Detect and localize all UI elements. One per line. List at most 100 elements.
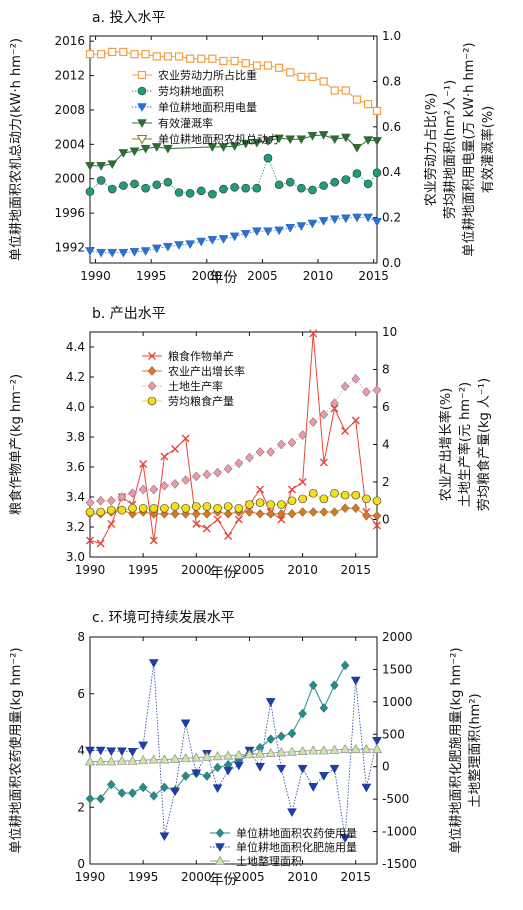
data-point (330, 86, 339, 95)
data-point (191, 769, 202, 779)
x-tick-label: 1990 (75, 563, 106, 577)
data-point (138, 782, 148, 793)
data-point (275, 63, 284, 72)
y-tick-label-right: 0.0 (382, 256, 401, 270)
y-tick-label-right: 0.6 (382, 120, 401, 134)
data-point (240, 139, 251, 149)
data-point (148, 659, 159, 668)
data-point (296, 222, 307, 232)
data-point (191, 508, 201, 519)
data-point (202, 524, 211, 533)
data-point (119, 47, 128, 56)
y-tick-label-right: 1000 (382, 695, 413, 709)
legend-label: 单位耕地面积用电量 (158, 100, 257, 114)
series (85, 503, 382, 521)
data-point (96, 162, 107, 171)
data-point (196, 186, 206, 196)
data-point (149, 536, 158, 545)
legend-label: 单位耕地面积农药使用量 (236, 826, 357, 840)
data-point (106, 756, 117, 766)
data-point (230, 56, 239, 66)
y-tick-label-right: 0 (382, 760, 390, 774)
x-tick-label: 2015 (340, 870, 371, 884)
y-tick-label-left: 4.4 (66, 340, 85, 354)
data-point (241, 183, 251, 193)
data-point (130, 179, 139, 189)
data-point (276, 731, 286, 742)
data-point (171, 445, 180, 453)
data-point (256, 485, 265, 494)
data-point (163, 52, 172, 61)
data-point (151, 244, 162, 254)
data-point (266, 734, 276, 745)
data-point (341, 175, 351, 184)
data-point (181, 771, 191, 781)
y-axis-label-left: 粮食作物单产(kg hm⁻²) (8, 374, 24, 515)
series (85, 47, 382, 116)
data-point (352, 213, 362, 223)
x-tick-label: 2000 (192, 269, 223, 283)
plot-frame (89, 35, 378, 264)
data-point (130, 50, 139, 59)
data-point (351, 416, 360, 425)
y-tick-label-left: 3.0 (66, 550, 85, 564)
data-point (319, 77, 328, 86)
data-point (212, 751, 223, 761)
y-axis-label-right: 农业产出增长率(%) (438, 388, 454, 502)
data-point (202, 502, 212, 511)
y-tick-label-right: 0.8 (382, 74, 401, 88)
data-point (85, 507, 95, 517)
data-point (96, 495, 105, 506)
data-point (276, 508, 286, 519)
data-point (85, 793, 95, 804)
y-tick-label-right: 1.0 (382, 29, 401, 43)
data-point (181, 434, 190, 443)
data-point (170, 478, 180, 489)
data-point (95, 756, 106, 766)
data-point (152, 52, 161, 61)
data-point (277, 515, 286, 524)
data-point (191, 471, 201, 482)
data-point (363, 213, 374, 223)
chart-panel-a: a. 投入水平 1990 1995 2000 2005 2010 2015 年份 1992 199… (8, 10, 496, 286)
y-tick-label-left: 6 (77, 687, 85, 701)
legend-label: 农业劳动力所占比重 (158, 68, 257, 82)
data-point (185, 240, 196, 250)
data-point (308, 417, 318, 427)
series-line (89, 216, 378, 254)
chart-title: c. 环境可持续发展水平 (92, 609, 235, 626)
data-point (152, 180, 162, 190)
data-point (263, 227, 273, 237)
legend-label: 有效灌溉率 (158, 116, 213, 130)
data-point (340, 503, 350, 514)
data-point (96, 793, 105, 804)
data-point (213, 503, 222, 513)
data-point (372, 496, 382, 506)
x-tick-label: 2010 (287, 870, 318, 884)
data-point (263, 137, 273, 146)
data-point (148, 754, 159, 764)
data-point (274, 180, 284, 190)
series (85, 660, 350, 804)
data-point (85, 746, 95, 756)
x-axis-label: 年份 (210, 872, 238, 888)
data-point (202, 771, 212, 781)
legend-marker (137, 103, 147, 113)
data-point (223, 502, 233, 511)
data-point (140, 144, 151, 154)
legend-marker (147, 381, 157, 391)
data-point (287, 508, 297, 519)
data-point (263, 61, 273, 70)
data-point (298, 708, 307, 719)
x-tick-label: 2010 (303, 269, 334, 283)
data-point (213, 515, 222, 524)
data-point (224, 532, 233, 540)
y-axis-label-right: 农业劳动力占比(%) (423, 93, 439, 207)
data-point (319, 458, 328, 467)
data-point (341, 86, 350, 95)
data-point (170, 502, 180, 511)
data-point (298, 430, 307, 441)
series-line (90, 748, 377, 762)
x-tick-label: 2000 (181, 563, 212, 577)
data-point (186, 54, 195, 63)
